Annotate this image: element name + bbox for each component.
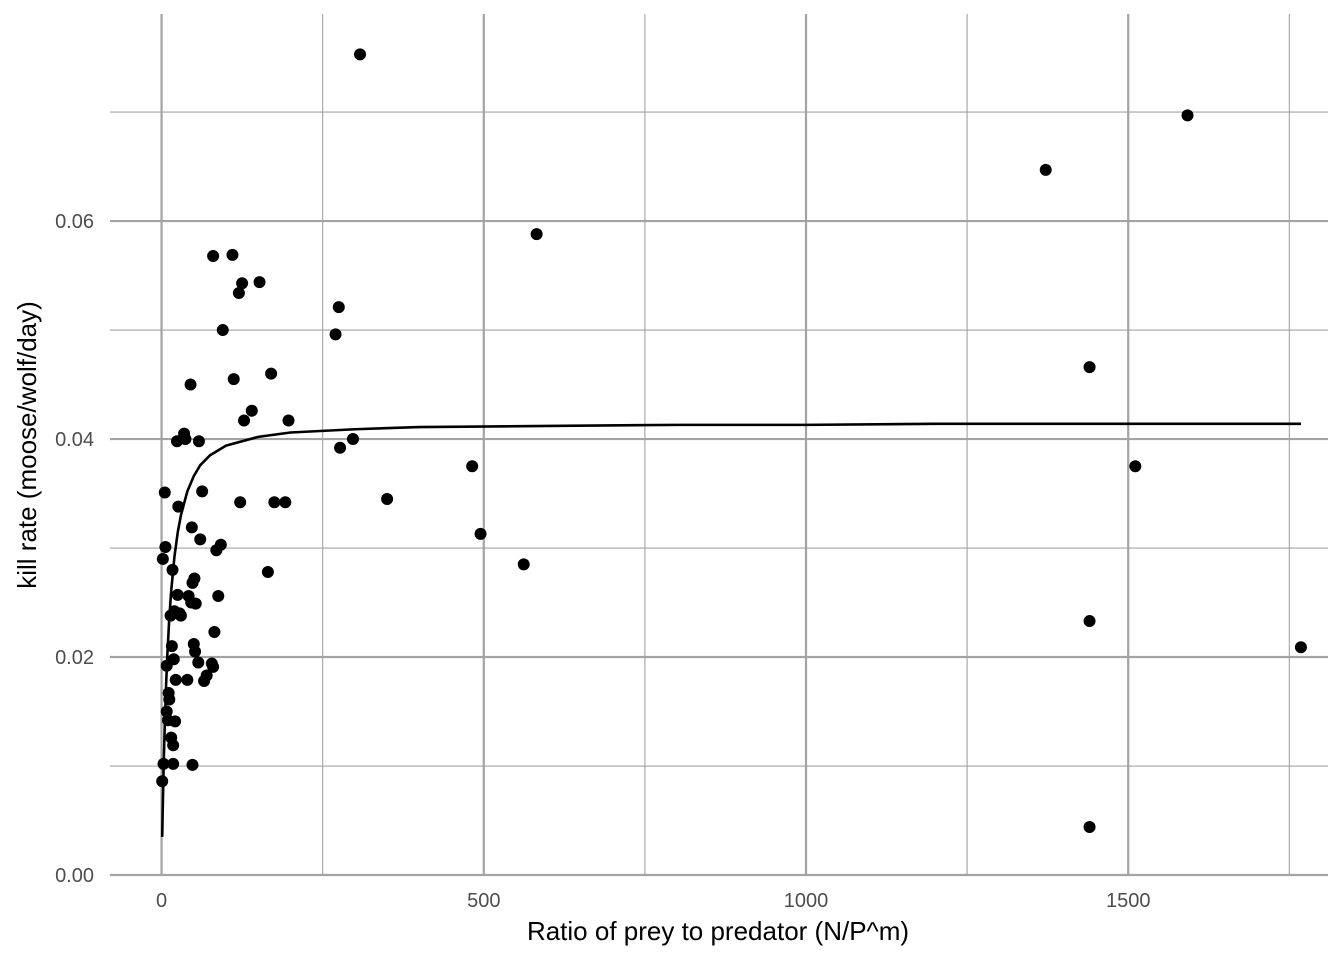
grid bbox=[110, 14, 1328, 877]
y-tick-label: 0.02 bbox=[55, 647, 94, 669]
data-point bbox=[194, 533, 207, 546]
data-point bbox=[282, 414, 295, 427]
x-axis-title: Ratio of prey to predator (N/P^m) bbox=[527, 916, 909, 946]
x-axis-ticks: 0 500 1000 1500 bbox=[156, 890, 1150, 912]
data-point bbox=[253, 276, 266, 289]
fit-line bbox=[160, 422, 1301, 837]
data-point bbox=[381, 492, 394, 505]
data-point bbox=[354, 48, 367, 61]
fit-line-layer bbox=[160, 422, 1301, 837]
data-point bbox=[212, 589, 225, 602]
data-point bbox=[1083, 821, 1096, 834]
data-point bbox=[165, 640, 178, 653]
data-point bbox=[232, 287, 245, 300]
data-point bbox=[158, 486, 171, 499]
data-point bbox=[166, 563, 179, 576]
data-point bbox=[207, 660, 220, 673]
data-point bbox=[181, 673, 194, 686]
data-point bbox=[334, 441, 347, 454]
data-point bbox=[265, 367, 278, 380]
data-point bbox=[184, 378, 197, 391]
y-tick-label: 0.06 bbox=[55, 211, 94, 233]
data-point bbox=[530, 228, 543, 241]
data-point bbox=[245, 404, 258, 417]
data-point bbox=[167, 739, 180, 752]
data-point bbox=[517, 558, 530, 571]
data-point bbox=[196, 485, 209, 498]
data-point bbox=[156, 775, 169, 788]
points-layer bbox=[156, 48, 1307, 834]
data-point bbox=[279, 496, 292, 509]
data-point bbox=[192, 656, 205, 669]
data-point bbox=[1039, 163, 1052, 176]
data-point bbox=[466, 460, 479, 473]
y-tick-label: 0.00 bbox=[55, 865, 94, 887]
data-point bbox=[1083, 361, 1096, 374]
data-point bbox=[163, 693, 176, 706]
data-point bbox=[216, 324, 229, 337]
data-point bbox=[167, 653, 180, 666]
data-point bbox=[332, 301, 345, 314]
data-point bbox=[169, 673, 182, 686]
data-point bbox=[188, 572, 201, 585]
data-point bbox=[189, 597, 202, 610]
data-point bbox=[192, 435, 205, 448]
data-point bbox=[234, 496, 247, 509]
data-point bbox=[268, 496, 281, 509]
data-point bbox=[157, 757, 170, 770]
data-point bbox=[236, 277, 249, 290]
data-point bbox=[208, 625, 221, 638]
data-point bbox=[346, 433, 359, 446]
data-point bbox=[189, 645, 202, 658]
x-tick-label: 1500 bbox=[1106, 890, 1151, 912]
data-point bbox=[207, 249, 220, 262]
data-point bbox=[214, 538, 227, 551]
data-point bbox=[169, 715, 182, 728]
data-point bbox=[261, 566, 274, 579]
data-point bbox=[474, 527, 487, 540]
y-axis-ticks: 0.00 0.02 0.04 0.06 bbox=[55, 211, 94, 887]
data-point bbox=[174, 609, 187, 622]
data-point bbox=[226, 248, 239, 261]
data-point bbox=[159, 540, 172, 553]
x-tick-label: 1000 bbox=[784, 890, 829, 912]
data-point bbox=[1181, 109, 1194, 122]
data-point bbox=[172, 500, 185, 513]
y-tick-label: 0.04 bbox=[55, 429, 94, 451]
data-point bbox=[238, 414, 251, 427]
x-tick-label: 0 bbox=[156, 890, 167, 912]
data-point bbox=[171, 588, 184, 601]
data-point bbox=[1083, 615, 1096, 628]
y-axis-title: kill rate (moose/wolf/day) bbox=[12, 301, 42, 589]
data-point bbox=[186, 758, 199, 771]
data-point bbox=[185, 521, 198, 534]
x-tick-label: 500 bbox=[467, 890, 500, 912]
data-point bbox=[167, 757, 180, 770]
data-point bbox=[200, 669, 213, 682]
data-point bbox=[227, 373, 240, 386]
data-point bbox=[1129, 460, 1142, 473]
data-point bbox=[329, 328, 342, 341]
data-point bbox=[156, 552, 169, 565]
data-point bbox=[179, 433, 192, 446]
data-point bbox=[1294, 641, 1307, 654]
